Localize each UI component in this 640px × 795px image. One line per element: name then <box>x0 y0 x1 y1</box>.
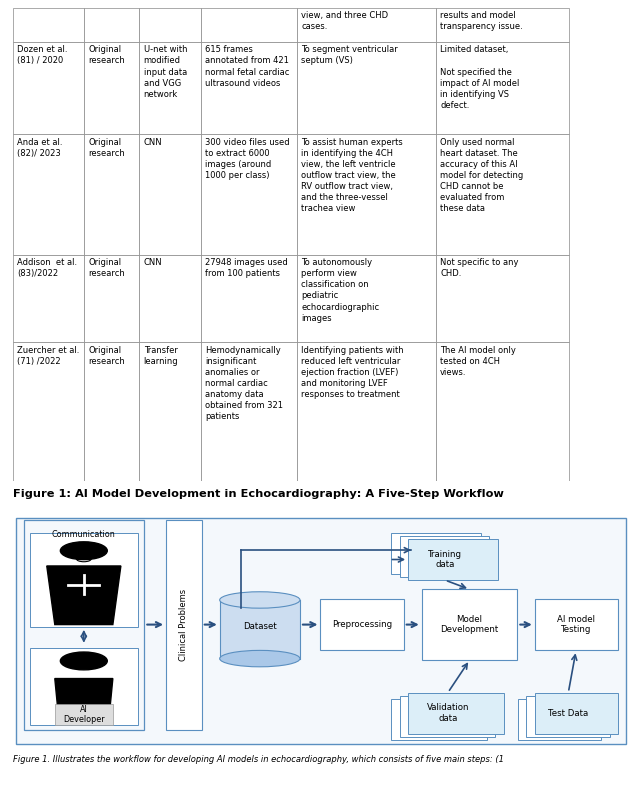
Bar <box>201 42 297 134</box>
Bar <box>297 42 436 134</box>
Bar <box>166 520 202 730</box>
Text: Validation
data: Validation data <box>427 704 469 723</box>
Bar <box>297 255 436 343</box>
Bar <box>534 692 618 734</box>
Bar <box>518 699 602 740</box>
Text: Clinical Problems: Clinical Problems <box>179 589 188 661</box>
Text: Communication: Communication <box>52 529 116 538</box>
Text: To autonomously
perform view
classification on
pediatric
echocardiographic
image: To autonomously perform view classificat… <box>301 258 380 323</box>
Bar <box>30 533 138 627</box>
Text: CNN: CNN <box>144 138 163 146</box>
Text: AI model
Testing: AI model Testing <box>557 615 595 634</box>
Text: 300 video files used
to extract 6000
images (around
1000 per class): 300 video files used to extract 6000 ima… <box>205 138 290 180</box>
Bar <box>201 255 297 343</box>
Text: Figure 1: AI Model Development in Echocardiography: A Five-Step Workflow: Figure 1: AI Model Development in Echoca… <box>13 489 504 499</box>
Bar <box>408 692 504 734</box>
Text: To assist human experts
in identifying the 4CH
view, the left ventricle
outflow : To assist human experts in identifying t… <box>301 138 403 213</box>
Bar <box>140 8 201 42</box>
Bar <box>297 134 436 255</box>
Text: Addison  et al.
(83)/2022: Addison et al. (83)/2022 <box>17 258 77 278</box>
Bar <box>55 704 113 725</box>
Text: view, and three CHD
cases.: view, and three CHD cases. <box>301 11 388 31</box>
Ellipse shape <box>220 650 300 667</box>
Bar <box>526 696 610 737</box>
Bar <box>436 255 569 343</box>
Bar <box>220 600 300 658</box>
Bar <box>436 42 569 134</box>
Text: Zuercher et al.
(71) /2022: Zuercher et al. (71) /2022 <box>17 346 79 366</box>
Bar <box>422 589 517 660</box>
Text: Only used normal
heart dataset. The
accuracy of this AI
model for detecting
CHD : Only used normal heart dataset. The accu… <box>440 138 524 213</box>
Bar <box>140 343 201 481</box>
Text: Transfer
learning: Transfer learning <box>144 346 179 366</box>
Text: AI
Developer: AI Developer <box>63 705 104 724</box>
Bar <box>392 533 481 574</box>
Text: Model
Development: Model Development <box>440 615 499 634</box>
Bar <box>24 520 145 730</box>
Bar <box>140 134 201 255</box>
Bar <box>534 599 618 650</box>
Bar <box>13 255 84 343</box>
Text: Identifying patients with
reduced left ventricular
ejection fraction (LVEF)
and : Identifying patients with reduced left v… <box>301 346 404 399</box>
Text: Original
research: Original research <box>88 138 125 157</box>
Text: Dozen et al.
(81) / 2020: Dozen et al. (81) / 2020 <box>17 45 68 65</box>
Text: Anda et al.
(82)/ 2023: Anda et al. (82)/ 2023 <box>17 138 63 157</box>
Text: The AI model only
tested on 4CH
views.: The AI model only tested on 4CH views. <box>440 346 516 377</box>
Bar <box>201 134 297 255</box>
Text: U-net with
modified
input data
and VGG
network: U-net with modified input data and VGG n… <box>144 45 188 99</box>
Text: To segment ventricular
septum (VS): To segment ventricular septum (VS) <box>301 45 398 65</box>
Bar <box>201 343 297 481</box>
Text: Original
research: Original research <box>88 346 125 366</box>
Text: CNN: CNN <box>144 258 163 267</box>
Text: 615 frames
annotated from 421
normal fetal cardiac
ultrasound videos: 615 frames annotated from 421 normal fet… <box>205 45 290 87</box>
Bar <box>400 696 495 737</box>
Text: Limited dataset,

Not specified the
impact of AI model
in identifying VS
defect.: Limited dataset, Not specified the impac… <box>440 45 520 110</box>
Bar <box>297 343 436 481</box>
Bar <box>13 8 84 42</box>
Text: Not specific to any
CHD.: Not specific to any CHD. <box>440 258 518 278</box>
Text: Original
research: Original research <box>88 45 125 65</box>
Bar <box>392 699 487 740</box>
Bar <box>321 599 404 650</box>
Text: Preprocessing: Preprocessing <box>332 620 392 629</box>
Text: Hemodynamically
insignificant
anomalies or
normal cardiac
anatomy data
obtained : Hemodynamically insignificant anomalies … <box>205 346 284 421</box>
Text: Test Data: Test Data <box>548 708 588 718</box>
Bar <box>436 8 569 42</box>
Bar <box>297 8 436 42</box>
Text: results and model
transparency issue.: results and model transparency issue. <box>440 11 523 31</box>
Bar <box>84 343 140 481</box>
Bar <box>84 134 140 255</box>
Bar <box>84 8 140 42</box>
Bar <box>400 536 489 577</box>
Bar <box>13 42 84 134</box>
Text: 27948 images used
from 100 patients: 27948 images used from 100 patients <box>205 258 288 278</box>
Bar <box>436 343 569 481</box>
Text: Physician: Physician <box>65 615 102 623</box>
Polygon shape <box>55 679 113 723</box>
Polygon shape <box>47 566 121 625</box>
Bar <box>201 8 297 42</box>
Bar <box>408 539 498 580</box>
Text: Figure 1. Illustrates the workflow for developing AI models in echocardiography,: Figure 1. Illustrates the workflow for d… <box>13 755 504 764</box>
Text: Training
data: Training data <box>428 550 462 569</box>
Bar <box>140 255 201 343</box>
Text: Dataset: Dataset <box>243 622 276 631</box>
Bar <box>13 134 84 255</box>
Circle shape <box>60 652 108 670</box>
Bar <box>84 255 140 343</box>
Ellipse shape <box>220 591 300 608</box>
Text: Original
research: Original research <box>88 258 125 278</box>
Bar <box>84 42 140 134</box>
Bar <box>30 648 138 725</box>
Circle shape <box>60 542 108 560</box>
Bar <box>140 42 201 134</box>
Bar <box>13 343 84 481</box>
Bar <box>436 134 569 255</box>
